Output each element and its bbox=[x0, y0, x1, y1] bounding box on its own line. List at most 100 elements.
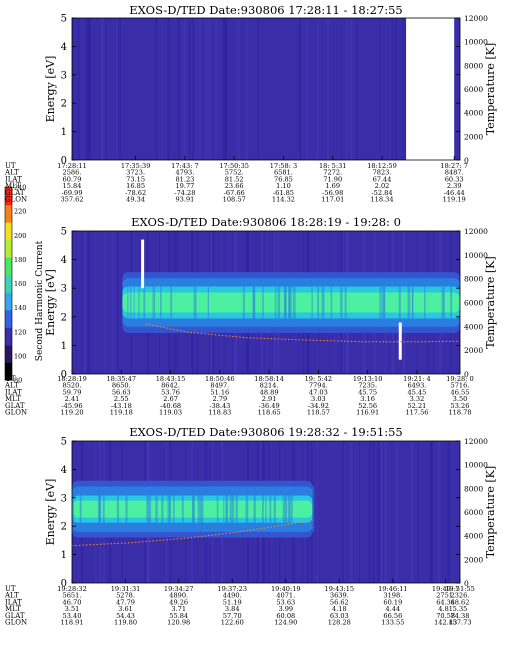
spectrogram-texture-stripe bbox=[457, 441, 459, 583]
ephemeris-value: 7823. bbox=[373, 169, 392, 177]
spectrogram-texture-stripe bbox=[105, 231, 107, 374]
panel-frame bbox=[71, 17, 461, 161]
colorbar-segment bbox=[5, 187, 12, 206]
ephemeris-row-label: MLT bbox=[5, 605, 21, 613]
ephemeris-value: 120.98 bbox=[167, 619, 190, 627]
ephemeris-value: 60.33 bbox=[445, 175, 464, 183]
colorbar-tick-label: 140 bbox=[14, 304, 26, 312]
energy-band-streak bbox=[311, 278, 313, 327]
ephemeris-value: 142.43 bbox=[434, 619, 457, 627]
ephemeris-row-label: UT bbox=[5, 585, 16, 593]
spectrogram-texture-stripe bbox=[161, 18, 163, 160]
ephemeris-value: 76.85 bbox=[274, 175, 293, 183]
energy-band-streak bbox=[321, 278, 325, 327]
ephemeris-table: UT 18:28:19 18:35:47 18:43:15 18:50:46 18:58:… bbox=[4, 375, 474, 417]
energy-band-streak bbox=[160, 278, 162, 327]
temperature-tick-label: 4000 bbox=[464, 322, 483, 331]
ephemeris-value: 4.44 bbox=[386, 605, 401, 613]
energy-band-streak bbox=[130, 278, 132, 327]
ephemeris-value: 119.18 bbox=[110, 409, 133, 417]
ephemeris-value: 81.52 bbox=[225, 175, 244, 183]
colorbar-segment bbox=[5, 239, 12, 258]
ephemeris-value: 53.63 bbox=[276, 598, 295, 606]
ephemeris-value: 8650. bbox=[112, 382, 131, 390]
spectrogram-texture-stripe bbox=[394, 18, 398, 160]
energy-band-streak bbox=[98, 486, 101, 532]
spectrogram-texture-stripe bbox=[180, 18, 182, 160]
spectrogram-texture-stripe bbox=[118, 18, 119, 160]
ephemeris-value: 157.73 bbox=[448, 619, 471, 627]
energy-band-streak bbox=[193, 278, 197, 327]
ephemeris-value: 5716. bbox=[451, 382, 470, 390]
ephemeris-value: 19:40:19 bbox=[271, 585, 301, 593]
spectrogram-texture-stripe bbox=[333, 441, 335, 583]
ephemeris-value: 19:28:32 bbox=[57, 585, 87, 593]
energy-band-streak bbox=[282, 486, 284, 532]
ephemeris-value: -52.84 bbox=[371, 189, 392, 197]
ephemeris-value: 17:28:11 bbox=[57, 162, 87, 170]
energy-band-streak bbox=[207, 278, 210, 327]
energy-band-streak bbox=[450, 278, 453, 327]
energy-band-streak bbox=[269, 486, 272, 532]
ephemeris-value: 19:21: 4 bbox=[403, 375, 431, 383]
colorbar-segment bbox=[5, 309, 12, 328]
colorbar-tick-label: 220 bbox=[14, 208, 26, 216]
ephemeris-value: 4490. bbox=[223, 592, 242, 600]
temperature-axis-label: Temperature [K] bbox=[484, 43, 497, 135]
temperature-axis-label: Temperature [K] bbox=[484, 466, 497, 558]
ephemeris-value: 118.57 bbox=[307, 409, 330, 417]
ephemeris-value: 4.81 bbox=[438, 605, 453, 613]
ephemeris-value: 2751. bbox=[436, 592, 455, 600]
spectrogram-texture-stripe bbox=[316, 18, 319, 160]
panel-frame bbox=[71, 230, 461, 375]
energy-band-streak bbox=[72, 486, 75, 532]
ephemeris-value: 63.03 bbox=[330, 612, 349, 620]
energy-band-streak bbox=[273, 486, 276, 532]
energy-band-streak bbox=[161, 486, 164, 532]
energy-band-streak bbox=[197, 486, 200, 532]
temperature-tick-label: 10000 bbox=[464, 251, 488, 260]
spectrogram-texture-stripe bbox=[189, 18, 191, 160]
energy-band-streak bbox=[173, 486, 175, 532]
colorbar-tick-label: 200 bbox=[14, 232, 26, 240]
energy-band-streak bbox=[317, 278, 320, 327]
ephemeris-value: 18:50:46 bbox=[205, 375, 235, 383]
spectrogram-texture-stripe bbox=[116, 18, 120, 160]
energy-band-streak bbox=[199, 486, 202, 532]
spectrogram-texture-stripe bbox=[111, 231, 113, 374]
ephemeris-value: 8520. bbox=[63, 382, 82, 390]
spectrogram-texture-stripe bbox=[380, 441, 383, 583]
temperature-tick-label: 12000 bbox=[464, 227, 488, 236]
spectrogram-texture-stripe bbox=[222, 18, 226, 160]
temperature-tick-label: 6000 bbox=[464, 299, 483, 308]
energy-band-streak bbox=[379, 278, 382, 327]
energy-tick-label: 1 bbox=[61, 341, 67, 352]
energy-band-streak bbox=[344, 278, 347, 327]
ephemeris-value: 4.18 bbox=[332, 605, 347, 613]
spectrogram-panel-3: EXOS-D/TED Date:930806 19:28:32 - 19:51:… bbox=[4, 425, 497, 627]
ephemeris-value: 18:28:19 bbox=[57, 375, 87, 383]
spectrogram-texture-stripe bbox=[81, 18, 85, 160]
ephemeris-value: 119.80 bbox=[114, 619, 137, 627]
spectrogram-panel-2: EXOS-D/TED Date:930806 18:28:19 - 19:28:… bbox=[4, 215, 497, 417]
energy-tick-label: 2 bbox=[61, 312, 67, 323]
ephemeris-value: -56.98 bbox=[322, 189, 343, 197]
ephemeris-row-label: MLT bbox=[5, 395, 21, 403]
ephemeris-value: 60.19 bbox=[383, 598, 402, 606]
energy-tick-label: 3 bbox=[61, 493, 67, 504]
colorbar-segment bbox=[5, 344, 12, 363]
ephemeris-value: 17:35:39 bbox=[121, 162, 151, 170]
ephemeris-value: 71.90 bbox=[323, 175, 342, 183]
ephemeris-value: 357.62 bbox=[60, 196, 83, 204]
ephemeris-value: 8497. bbox=[210, 382, 229, 390]
ephemeris-value: -46.44 bbox=[444, 189, 465, 197]
panel-title: EXOS-D/TED Date:930806 18:28:19 - 19:28:… bbox=[131, 215, 401, 229]
energy-band-streak bbox=[330, 278, 333, 327]
ephemeris-value: 66.56 bbox=[383, 612, 402, 620]
ephemeris-value: 2586. bbox=[63, 169, 82, 177]
ephemeris-value: 5752. bbox=[225, 169, 244, 177]
spectrogram-texture-stripe bbox=[84, 231, 87, 374]
temperature-tick-label: 10000 bbox=[464, 38, 488, 47]
spectrogram-panel-1: EXOS-D/TED Date:930806 17:28:11 - 18:27:… bbox=[4, 3, 497, 204]
ephemeris-value: 8214. bbox=[260, 382, 279, 390]
